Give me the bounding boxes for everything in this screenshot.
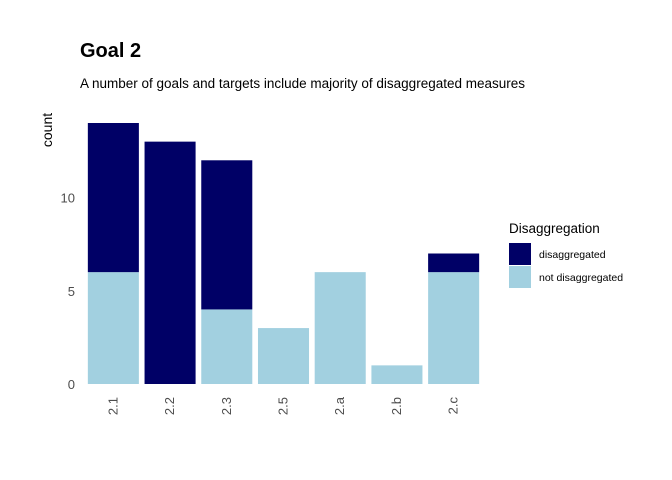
legend-title: Disaggregation [509,221,600,236]
legend-label-not-disaggregated: not disaggregated [539,272,623,284]
y-tick-label: 0 [68,377,75,392]
bar-2.5-not-disaggregated [257,328,310,384]
bar-2.3-disaggregated [201,160,253,310]
bar-2.b-not-disaggregated [371,365,423,384]
x-tick-label: 2.b [389,397,404,415]
y-tick-label: 5 [68,284,75,299]
bar-2.1-not-disaggregated [87,272,139,384]
y-axis-title: count [39,113,55,147]
bar-2.c-not-disaggregated [428,272,480,384]
x-axis: 2.1 2.2 2.3 2.5 2.a 2.b 2.c [105,396,460,415]
legend-swatch-not-disaggregated [509,266,531,288]
legend: Disaggregation disaggregated not disaggr… [509,221,623,288]
x-tick-label: 2.1 [105,397,120,415]
bar-2.2-disaggregated [144,141,196,384]
bar-2.1-disaggregated [87,123,139,273]
plot-area [87,123,480,384]
chart-title: Goal 2 [80,40,141,62]
bar-2.a-not-disaggregated [314,272,366,384]
y-tick-label: 10 [61,191,75,206]
chart-subtitle: A number of goals and targets include ma… [80,76,525,91]
x-tick-label: 2.2 [162,397,177,415]
x-tick-label: 2.3 [219,397,234,415]
legend-label-disaggregated: disaggregated [539,249,606,261]
x-tick-label: 2.c [446,397,461,415]
bar-2.c-disaggregated [428,253,480,273]
x-tick-label: 2.a [332,396,347,415]
x-tick-label: 2.5 [276,397,291,415]
legend-swatch-disaggregated [509,243,531,265]
bar-2.3-not-disaggregated [201,309,253,384]
y-axis: 0 5 10 [61,191,75,392]
